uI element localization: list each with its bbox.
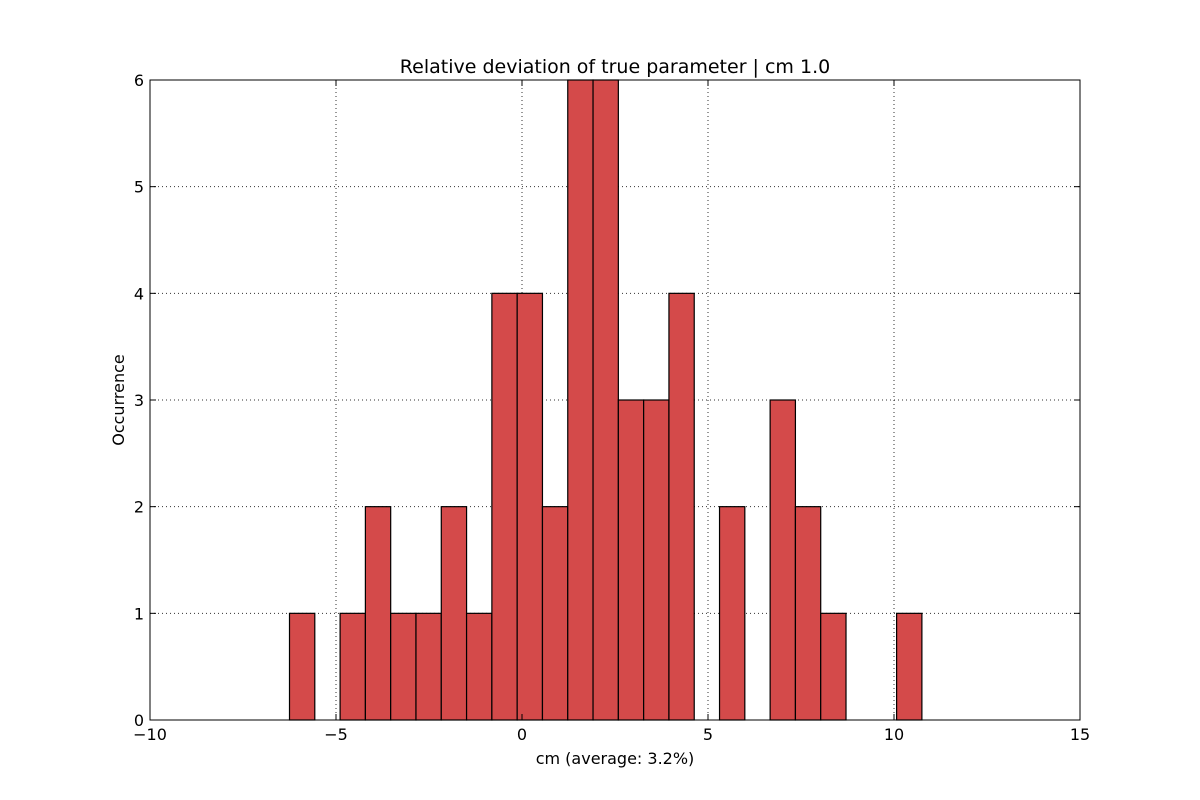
x-tick-labels: −10 −5 0 5 10 15 bbox=[133, 725, 1090, 744]
histogram-bar bbox=[643, 399, 670, 721]
x-tick-label: 0 bbox=[517, 725, 527, 744]
histogram-bar bbox=[390, 612, 417, 721]
x-tick-label: −5 bbox=[324, 725, 348, 744]
x-axis-label: cm (average: 3.2%) bbox=[536, 749, 695, 768]
y-tick-label: 6 bbox=[134, 71, 144, 90]
x-tick-label: 15 bbox=[1070, 725, 1090, 744]
histogram-bar bbox=[617, 399, 645, 721]
histogram-bar bbox=[364, 506, 392, 721]
histogram-bar bbox=[440, 506, 468, 721]
histogram-bar bbox=[541, 506, 569, 721]
x-tick-label: 5 bbox=[703, 725, 713, 744]
histogram-bar bbox=[339, 612, 366, 721]
y-tick-label: 5 bbox=[134, 178, 144, 197]
y-tick-label: 4 bbox=[134, 284, 144, 303]
histogram-bar bbox=[415, 612, 442, 721]
y-tick-labels: 0 1 2 3 4 5 6 bbox=[134, 71, 144, 730]
histogram-bar bbox=[288, 612, 316, 721]
y-tick-label: 1 bbox=[134, 604, 144, 623]
histogram-bar bbox=[592, 79, 619, 721]
axis-ticks bbox=[149, 79, 1081, 721]
y-tick-label: 2 bbox=[134, 498, 144, 517]
histogram-bar bbox=[491, 292, 518, 721]
histogram-bars bbox=[288, 79, 923, 721]
y-axis-label: Occurrence bbox=[109, 354, 128, 445]
histogram-bar bbox=[567, 79, 594, 721]
histogram-bar bbox=[896, 612, 923, 721]
x-tick-label: 10 bbox=[884, 725, 904, 744]
histogram-bar bbox=[465, 612, 493, 721]
y-tick-label: 3 bbox=[134, 391, 144, 410]
histogram-bar bbox=[516, 292, 544, 721]
histogram-bar bbox=[668, 292, 695, 721]
histogram-bar bbox=[718, 506, 746, 721]
y-tick-label: 0 bbox=[134, 711, 144, 730]
x-tick-label: −10 bbox=[133, 725, 167, 744]
histogram-bar bbox=[794, 506, 822, 721]
chart-title: Relative deviation of true parameter | c… bbox=[400, 56, 830, 78]
histogram-bar bbox=[820, 612, 847, 721]
histogram-bar bbox=[769, 399, 797, 721]
